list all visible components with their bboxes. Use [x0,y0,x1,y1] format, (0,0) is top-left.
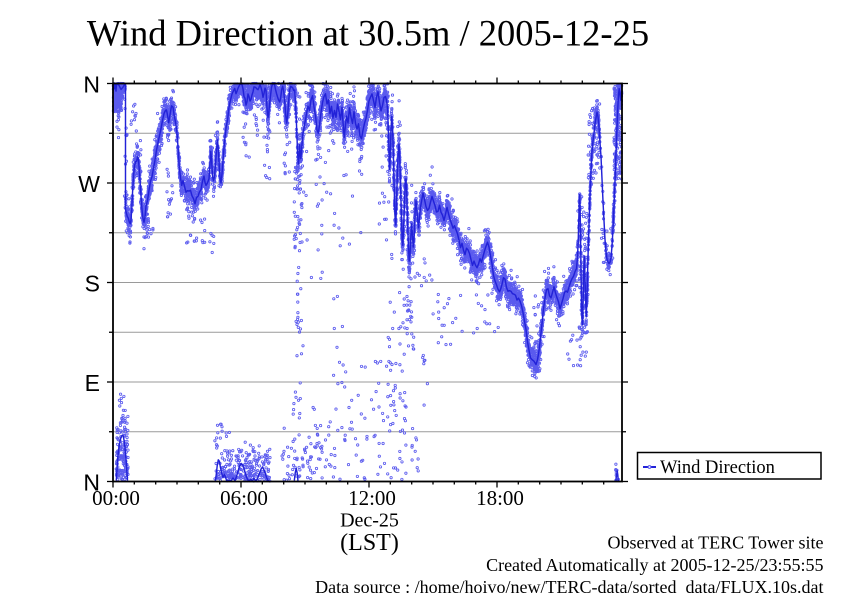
svg-text:Wind Direction at 30.5m / 2005: Wind Direction at 30.5m / 2005-12-25 [87,13,649,54]
